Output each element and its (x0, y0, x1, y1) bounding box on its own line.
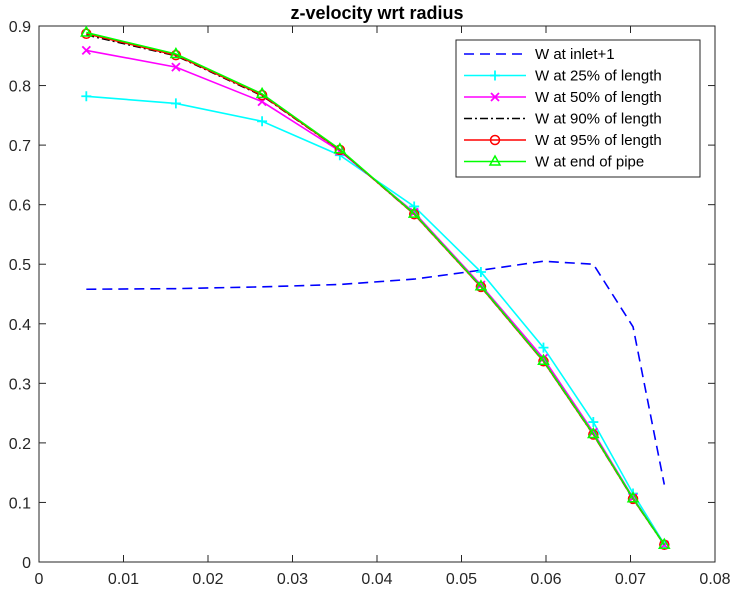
x-tick-label: 0.08 (699, 571, 730, 588)
y-tick-label: 0.7 (9, 138, 31, 155)
data-point (588, 429, 599, 440)
data-point (333, 142, 347, 154)
series-line (86, 31, 665, 546)
series-1 (86, 260, 666, 485)
y-tick-label: 0.8 (9, 79, 31, 96)
y-axis: 0 0.1 0.2 0.3 0.4 0.5 0.6 0.7 0.8 0.9 (9, 19, 715, 572)
data-point (490, 92, 500, 102)
y-tick-label: 0.6 (9, 198, 31, 215)
data-point (407, 206, 421, 218)
legend-label: W at 90% of length (535, 111, 662, 128)
x-tick-label: 0.06 (530, 571, 561, 588)
data-point (475, 281, 487, 293)
legend-item: W at inlet+1 (464, 46, 615, 63)
legend-item: W at 95% of length (464, 132, 662, 149)
data-point (474, 279, 488, 291)
chart-title: z-velocity wrt radius (290, 3, 463, 23)
y-tick-label: 0.5 (9, 257, 31, 274)
x-tick-label: 0.04 (361, 571, 392, 588)
x-tick-label: 0 (35, 571, 44, 588)
legend-item: W at end of pipe (464, 154, 644, 171)
legend-label: W at end of pipe (535, 154, 644, 171)
legend-label: W at inlet+1 (535, 46, 615, 63)
legend-box (455, 39, 701, 178)
data-point (170, 98, 181, 109)
y-tick-label: 0.2 (9, 436, 31, 453)
data-point (588, 417, 599, 428)
y-tick-label: 0 (22, 555, 31, 572)
data-point (334, 144, 346, 156)
x-axis: 0 0.01 0.02 0.03 0.04 0.05 0.06 0.07 0.08 (35, 26, 731, 588)
data-point (81, 91, 92, 102)
data-point (171, 62, 181, 72)
x-tick-label: 0.07 (615, 571, 646, 588)
data-point (626, 491, 640, 503)
legend-label: W at 25% of length (535, 68, 662, 85)
data-point (257, 116, 268, 127)
series-line (86, 95, 665, 545)
y-tick-label: 0.3 (9, 376, 31, 393)
data-point (408, 208, 420, 220)
data-point (490, 70, 500, 81)
data-point (169, 46, 183, 59)
legend-item: W at 50% of length (464, 89, 662, 106)
series-6 (80, 25, 671, 549)
x-tick-label: 0.02 (192, 571, 223, 588)
data-point (538, 356, 549, 367)
x-tick-label: 0.03 (277, 571, 308, 588)
data-point (537, 353, 550, 365)
data-point (627, 493, 639, 505)
y-tick-label: 0.4 (9, 317, 31, 334)
data-point (80, 25, 93, 37)
series-layer (80, 25, 671, 550)
y-tick-label: 0.1 (9, 495, 31, 512)
data-point (658, 537, 671, 549)
data-point (538, 342, 549, 353)
legend-label: W at 50% of length (535, 89, 662, 106)
y-tick-label: 0.9 (9, 19, 31, 36)
legend-item: W at 25% of length (464, 68, 662, 85)
data-point (488, 154, 502, 166)
series-line (86, 260, 666, 485)
data-point (81, 45, 91, 56)
data-point (489, 134, 501, 146)
x-tick-label: 0.05 (446, 571, 477, 588)
legend: W at inlet+1 W at 25% of length W at 50% o… (455, 39, 701, 178)
data-point (255, 86, 269, 99)
x-tick-label: 0.01 (108, 571, 139, 588)
legend-label: W at 95% of length (535, 132, 662, 149)
legend-item: W at 90% of length (464, 111, 662, 128)
data-point (587, 426, 600, 439)
data-point (475, 266, 486, 277)
